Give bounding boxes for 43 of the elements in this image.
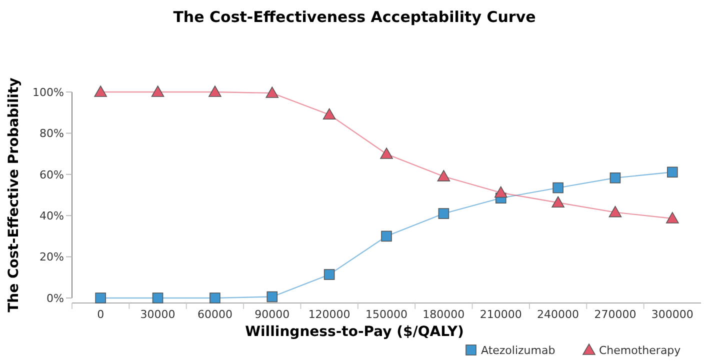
y-tick-label: 20% xyxy=(40,250,64,264)
point xyxy=(494,186,508,198)
legend-label: Atezolizumab xyxy=(481,344,556,357)
point xyxy=(210,292,220,304)
x-tick-label: 90000 xyxy=(254,308,290,321)
chart-title: The Cost-Effectiveness Acceptability Curve xyxy=(173,8,536,26)
point xyxy=(666,212,679,224)
point xyxy=(552,196,564,208)
x-tick-label: 180000 xyxy=(422,308,465,321)
point xyxy=(438,208,450,219)
y-tick-label: 80% xyxy=(40,127,64,140)
point xyxy=(381,230,392,242)
point xyxy=(208,86,222,97)
point xyxy=(610,172,621,184)
x-tick-label: 270000 xyxy=(594,308,636,321)
point xyxy=(608,206,622,218)
point xyxy=(380,148,393,159)
y-tick-label: 100% xyxy=(32,86,64,99)
point xyxy=(95,292,106,304)
x-tick-label: 210000 xyxy=(480,308,522,321)
point xyxy=(152,292,164,304)
y-axis-title: The Cost-Effective Probability xyxy=(6,78,22,312)
x-tick-label: 60000 xyxy=(197,308,232,321)
point xyxy=(151,86,164,97)
y-tick-label: 0% xyxy=(46,292,64,305)
y-tick-label: 40% xyxy=(40,209,64,222)
point xyxy=(266,86,279,98)
point xyxy=(94,86,107,97)
x-tick-label: 240000 xyxy=(537,308,580,321)
point xyxy=(437,170,450,182)
x-axis-title: Willingness-to-Pay ($/QALY) xyxy=(245,324,464,340)
x-tick-label: 150000 xyxy=(366,308,408,321)
point xyxy=(552,182,564,194)
point xyxy=(322,108,336,120)
point xyxy=(266,291,278,302)
point xyxy=(324,269,335,280)
x-tick-label: 300000 xyxy=(651,308,694,321)
x-tick-label: 30000 xyxy=(140,308,176,321)
y-tick-label: 60% xyxy=(40,168,64,182)
legend-label: Chemotherapy xyxy=(599,344,682,357)
x-tick-label: 0 xyxy=(97,308,104,321)
x-tick-label: 120000 xyxy=(308,308,350,321)
point xyxy=(667,166,678,178)
